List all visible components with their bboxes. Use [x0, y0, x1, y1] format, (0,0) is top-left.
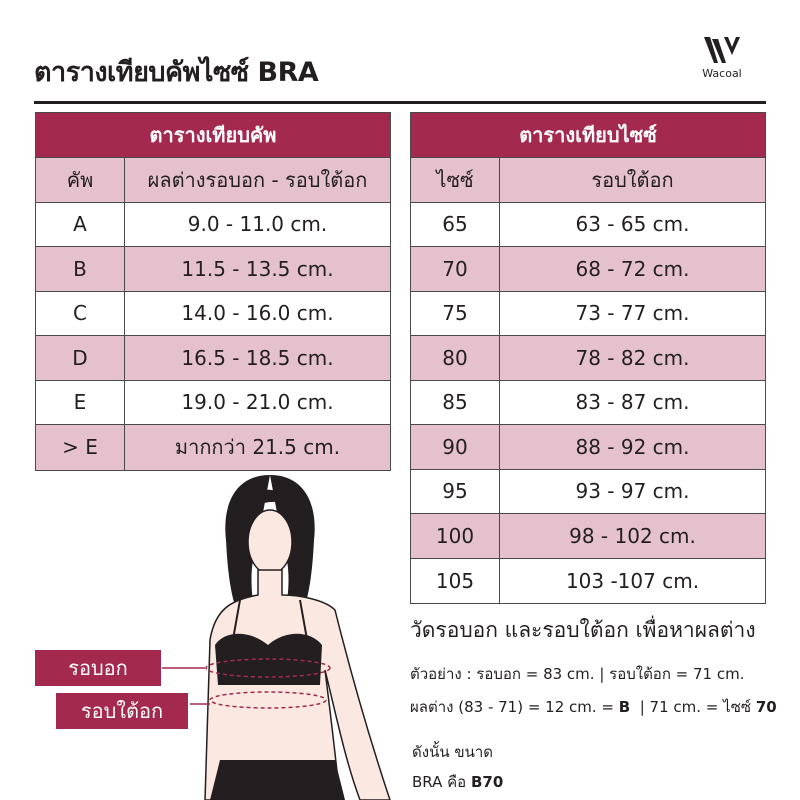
cell-range: 9.0 - 11.0 cm.: [187, 212, 328, 237]
cell-cup: B: [36, 247, 125, 291]
cell-size: 95: [411, 469, 500, 513]
woman-figure-illustration: [162, 475, 391, 800]
table-row: 75 73 - 77 cm.: [411, 291, 765, 336]
table-row: 85 83 - 87 cm.: [411, 380, 765, 425]
cell-range: 16.5 - 18.5 cm.: [181, 345, 334, 370]
size-table: ตารางเทียบไซซ์ ไซซ์ รอบใต้อก 65 63 - 65 cm…: [410, 112, 766, 604]
cell-range: 78 - 82 cm.: [575, 345, 690, 370]
cup-table-header-row: คัพ ผลต่างรอบอก - รอบใต้อก: [36, 158, 390, 203]
cell-range: 93 - 97 cm.: [575, 479, 690, 504]
cell-size: 65: [411, 202, 500, 246]
bust-label: รอบอก: [35, 650, 161, 686]
size-table-header-row: ไซซ์ รอบใต้อก: [411, 158, 765, 203]
cell-range: 11.5 - 13.5 cm.: [181, 256, 334, 281]
col-header-size: ไซซ์: [411, 158, 500, 202]
calculation-line: ผลต่าง (83 - 71) = 12 cm. = B | 71 cm. =…: [410, 698, 777, 716]
col-header-diff: ผลต่างรอบอก - รอบใต้อก: [147, 167, 368, 192]
instructions-heading: วัดรอบอก และรอบใต้อก เพื่อหาผลต่าง: [410, 618, 756, 642]
cell-cup: E: [36, 380, 125, 424]
result-line-2: BRA คือ B70: [412, 773, 504, 791]
cell-cup: > E: [36, 425, 125, 470]
title-divider: [34, 101, 766, 104]
cell-cup: C: [36, 291, 125, 335]
cell-size: 70: [411, 247, 500, 291]
cell-size: 80: [411, 336, 500, 380]
table-row: B 11.5 - 13.5 cm.: [36, 247, 390, 292]
table-row: 80 78 - 82 cm.: [411, 336, 765, 381]
cell-cup: A: [36, 202, 125, 246]
cup-table: ตารางเทียบคัพ คัพ ผลต่างรอบอก - รอบใต้อก …: [35, 112, 391, 471]
cell-range: 88 - 92 cm.: [575, 434, 690, 459]
cell-range: 103 -107 cm.: [565, 568, 700, 593]
table-row: 70 68 - 72 cm.: [411, 247, 765, 292]
cell-range: มากกว่า 21.5 cm.: [174, 435, 341, 460]
table-row: 105 103 -107 cm.: [411, 558, 765, 603]
cup-table-title: ตารางเทียบคัพ: [36, 113, 390, 158]
table-row: 90 88 - 92 cm.: [411, 425, 765, 470]
cell-range: 68 - 72 cm.: [575, 256, 690, 281]
cell-range: 73 - 77 cm.: [575, 301, 690, 326]
size-table-title: ตารางเทียบไซซ์: [411, 113, 765, 158]
cell-cup: D: [36, 336, 125, 380]
cell-size: 105: [411, 558, 500, 603]
result-line-1: ดังนั้น ขนาด: [412, 743, 494, 761]
cell-range: 14.0 - 16.0 cm.: [181, 301, 334, 326]
wacoal-logo-icon: [704, 37, 740, 63]
underbust-label: รอบใต้อก: [56, 693, 188, 729]
table-row: C 14.0 - 16.0 cm.: [36, 291, 390, 336]
cell-range: 83 - 87 cm.: [575, 390, 690, 415]
wacoal-logo: Wacoal: [700, 35, 744, 80]
table-row: D 16.5 - 18.5 cm.: [36, 336, 390, 381]
cell-range: 98 - 102 cm.: [569, 523, 696, 548]
table-row: E 19.0 - 21.0 cm.: [36, 380, 390, 425]
cell-range: 19.0 - 21.0 cm.: [181, 390, 334, 415]
table-row: > E มากกว่า 21.5 cm.: [36, 425, 390, 470]
table-row: 100 98 - 102 cm.: [411, 514, 765, 559]
table-row: 95 93 - 97 cm.: [411, 469, 765, 514]
example-line: ตัวอย่าง : รอบอก = 83 cm. | รอบใต้อก = 7…: [410, 665, 745, 683]
col-header-underbust: รอบใต้อก: [591, 167, 674, 192]
cell-size: 100: [411, 514, 500, 558]
table-row: A 9.0 - 11.0 cm.: [36, 202, 390, 247]
cell-size: 85: [411, 380, 500, 424]
col-header-cup: คัพ: [36, 158, 125, 202]
cell-size: 90: [411, 425, 500, 469]
table-row: 65 63 - 65 cm.: [411, 202, 765, 247]
cell-range: 63 - 65 cm.: [575, 212, 690, 237]
page-title: ตารางเทียบคัพไซซ์ BRA: [34, 57, 319, 88]
cell-size: 75: [411, 291, 500, 335]
